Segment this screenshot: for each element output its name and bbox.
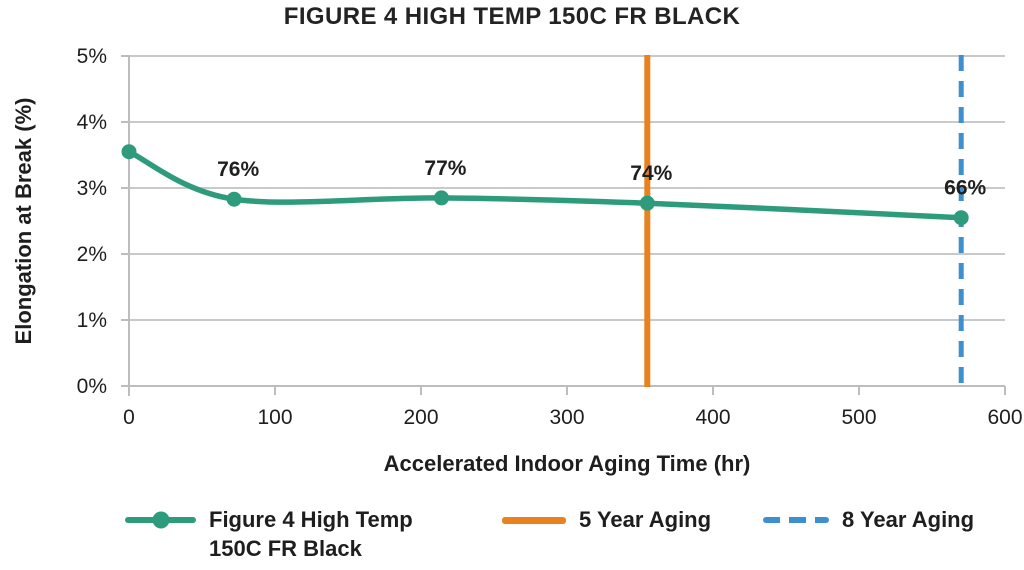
x-tick-label: 400 [695,406,730,429]
legend-label-8-year-aging: 8 Year Aging [842,507,975,532]
point-label: 66% [944,177,986,200]
legend-label-series: Figure 4 High Temp 150C FR Black [209,507,413,561]
legend-item-8-year-aging: 8 Year Aging [763,505,974,534]
series-marker-dot-icon [152,511,169,529]
point-label: 77% [424,157,466,180]
data-point-marker [639,195,655,211]
x-tick-label: 300 [549,406,584,429]
x-tick-label: 600 [987,406,1022,429]
chart-title: FIGURE 4 HIGH TEMP 150C FR BLACK [283,3,741,30]
legend-item-series: Figure 4 High Temp 150C FR Black [125,505,454,563]
data-point-marker [953,210,969,226]
data-point-marker [121,144,137,160]
x-axis-title: Accelerated Indoor Aging Time (hr) [383,451,751,476]
x-tick-label: 500 [841,406,876,429]
x-tick-label: 200 [403,406,438,429]
series-line [126,148,964,221]
y-tick-label: 4% [77,111,107,134]
y-tick-label: 0% [77,375,107,398]
eight-year-dashed-swatch-icon [763,517,829,523]
y-axis-title: Elongation at Break (%) [11,97,36,345]
point-label: 76% [217,158,259,181]
legend-label-5-year-aging: 5 Year Aging [579,507,712,532]
series-line-swatch-icon [125,511,196,529]
data-point-marker [226,191,242,207]
five-year-line-swatch-icon [502,517,566,524]
y-tick-label: 3% [77,177,107,200]
y-tick-label: 2% [77,243,107,266]
y-tick-label: 1% [77,309,107,332]
point-label: 74% [630,162,672,185]
legend-item-5-year-aging: 5 Year Aging [502,505,711,534]
y-tick-label: 5% [77,45,107,68]
x-tick-label: 100 [257,406,292,429]
x-tick-label: 0 [123,406,135,429]
data-point-marker [433,190,449,206]
